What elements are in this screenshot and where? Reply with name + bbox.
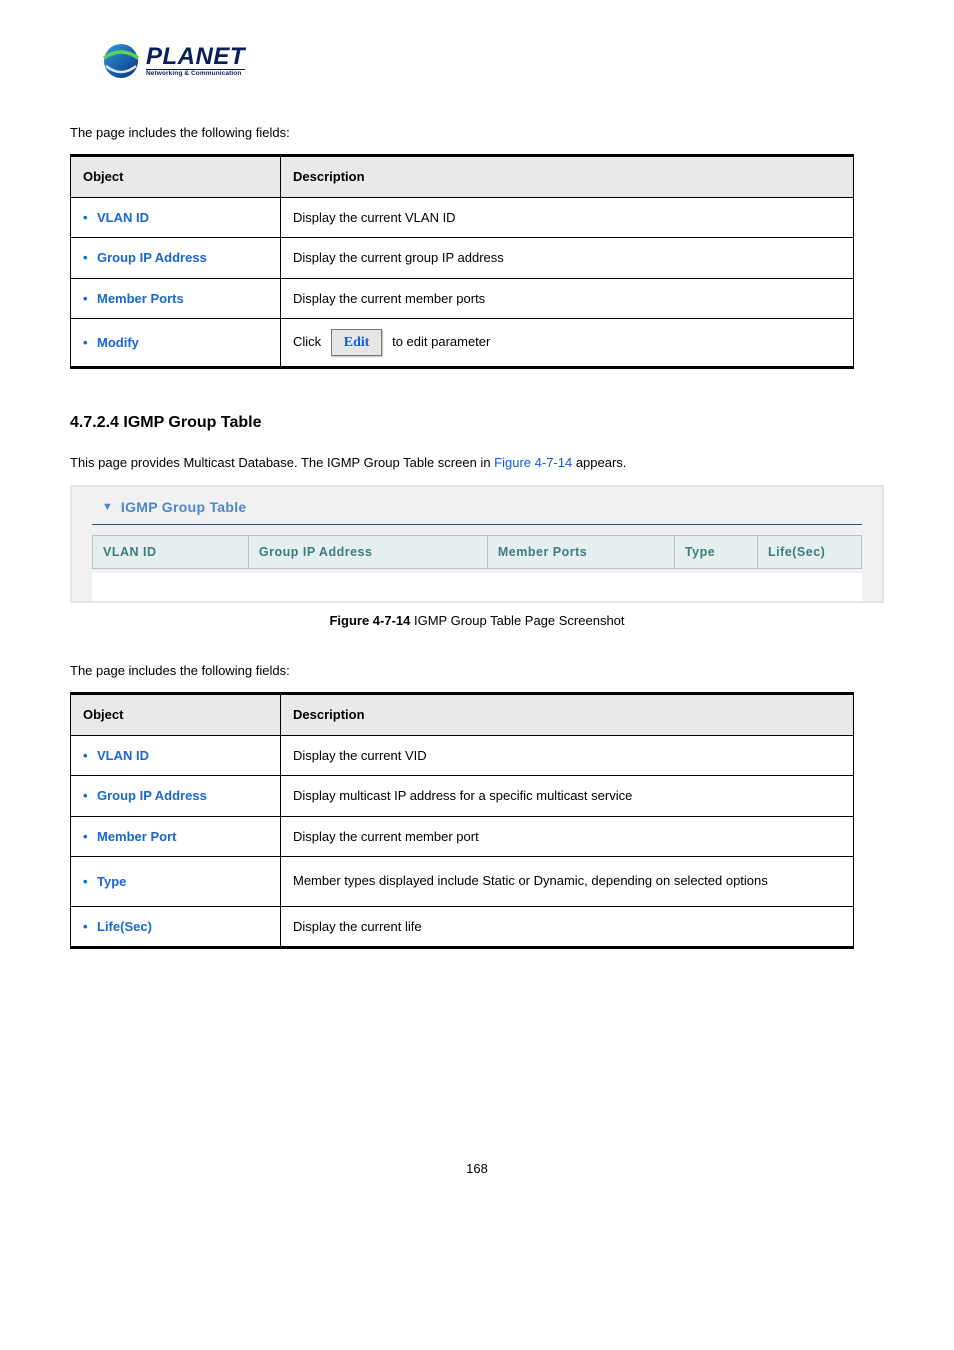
obj-label: Member Port [97, 829, 176, 844]
edit-button[interactable]: Edit [331, 329, 383, 356]
desc-cell: Display the current member port [281, 816, 854, 857]
desc-cell: Display multicast IP address for a speci… [281, 776, 854, 817]
page-number: 168 [70, 1159, 884, 1179]
obj-cell: •Type [71, 857, 281, 907]
intro-paragraph-2: The page includes the following fields: [70, 661, 884, 681]
obj-label: VLAN ID [97, 748, 149, 763]
table-row: •Modify Click Edit to edit parameter [71, 319, 854, 368]
obj-label: Member Ports [97, 291, 184, 306]
logo-text: PLANET Networking & Communication [146, 45, 245, 78]
section-text-pre: This page provides Multicast Database. T… [70, 455, 494, 470]
obj-cell: •VLAN ID [71, 197, 281, 238]
grid-empty-body [92, 573, 862, 601]
col-member-ports: Member Ports [487, 535, 674, 569]
planet-globe-icon [100, 40, 142, 82]
header-object: Object [71, 694, 281, 736]
figure-caption-rest: IGMP Group Table Page Screenshot [410, 613, 624, 628]
table-row: •VLAN ID Display the current VID [71, 735, 854, 776]
table-row: •Member Ports Display the current member… [71, 278, 854, 319]
obj-label: VLAN ID [97, 210, 149, 225]
obj-cell: •VLAN ID [71, 735, 281, 776]
header-description: Description [281, 156, 854, 198]
brand-tagline: Networking & Communication [146, 69, 245, 78]
panel-title: IGMP Group Table [121, 497, 247, 518]
table-header-row: Object Description [71, 694, 854, 736]
desc-cell: Member types displayed include Static or… [281, 857, 854, 907]
header-description: Description [281, 694, 854, 736]
obj-cell: •Modify [71, 319, 281, 368]
desc-cell: Display the current VLAN ID [281, 197, 854, 238]
brand-logo: PLANET Networking & Communication [100, 40, 884, 88]
table-row: •Group IP Address Display multicast IP a… [71, 776, 854, 817]
obj-label: Type [97, 874, 126, 889]
desc-cell: Display the current VID [281, 735, 854, 776]
table-row: •Life(Sec) Display the current life [71, 906, 854, 948]
igmp-group-table-panel: ▼ IGMP Group Table VLAN ID Group IP Addr… [70, 485, 884, 604]
desc-prefix: Click [293, 334, 325, 349]
table-row: •Type Member types displayed include Sta… [71, 857, 854, 907]
logo-lockup: PLANET Networking & Communication [100, 40, 245, 82]
col-group-ip: Group IP Address [248, 535, 487, 569]
object-description-table-2: Object Description •VLAN ID Display the … [70, 692, 854, 949]
obj-label: Group IP Address [97, 250, 207, 265]
obj-cell: •Member Port [71, 816, 281, 857]
obj-label: Life(Sec) [97, 919, 152, 934]
desc-suffix: to edit parameter [388, 334, 490, 349]
col-vlan-id: VLAN ID [93, 535, 249, 569]
table-row: •Group IP Address Display the current gr… [71, 238, 854, 279]
grid-header-row: VLAN ID Group IP Address Member Ports Ty… [93, 535, 862, 569]
obj-cell: •Group IP Address [71, 238, 281, 279]
obj-label: Modify [97, 335, 139, 350]
col-type: Type [674, 535, 757, 569]
igmp-grid-table: VLAN ID Group IP Address Member Ports Ty… [92, 535, 862, 570]
desc-cell: Display the current life [281, 906, 854, 948]
obj-label: Group IP Address [97, 788, 207, 803]
section-heading: 4.7.2.4 IGMP Group Table [70, 411, 884, 435]
table-row: •VLAN ID Display the current VLAN ID [71, 197, 854, 238]
col-life: Life(Sec) [758, 535, 862, 569]
header-object: Object [71, 156, 281, 198]
desc-cell: Display the current group IP address [281, 238, 854, 279]
obj-cell: •Group IP Address [71, 776, 281, 817]
collapse-caret-icon: ▼ [102, 499, 113, 516]
intro-paragraph-1: The page includes the following fields: [70, 123, 884, 143]
figure-caption-bold: Figure 4-7-14 [329, 613, 410, 628]
obj-cell: •Member Ports [71, 278, 281, 319]
section-text-post: appears. [572, 455, 626, 470]
table-header-row: Object Description [71, 156, 854, 198]
desc-cell: Click Edit to edit parameter [281, 319, 854, 368]
obj-cell: •Life(Sec) [71, 906, 281, 948]
figure-caption: Figure 4-7-14 IGMP Group Table Page Scre… [70, 611, 884, 631]
section-intro: This page provides Multicast Database. T… [70, 453, 884, 473]
panel-header[interactable]: ▼ IGMP Group Table [92, 491, 862, 525]
object-description-table-1: Object Description •VLAN ID Display the … [70, 154, 854, 369]
desc-cell: Display the current member ports [281, 278, 854, 319]
brand-title: PLANET [146, 45, 245, 69]
figure-reference-link[interactable]: Figure 4-7-14 [494, 455, 572, 470]
table-row: •Member Port Display the current member … [71, 816, 854, 857]
